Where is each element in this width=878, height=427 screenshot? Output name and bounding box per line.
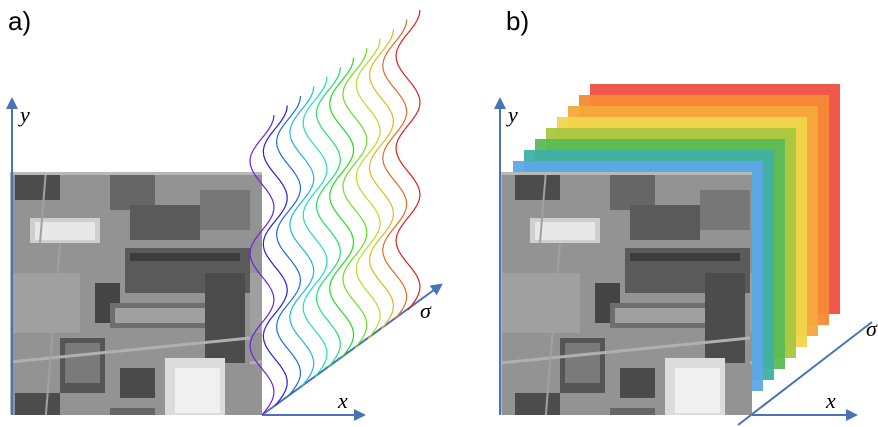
wave-profile	[302, 76, 328, 378]
wave-profile	[275, 95, 302, 397]
sigma-axis-label-b: σ	[866, 316, 878, 341]
sigma-axis-b	[737, 321, 873, 426]
panel-b: b) y x σ	[494, 6, 878, 426]
wave-profile	[262, 105, 288, 406]
sigma-axis-label-a: σ	[420, 298, 432, 323]
y-axis-label-a: y	[18, 102, 30, 127]
x-axis-label-a: x	[337, 388, 348, 413]
y-axis-label-b: y	[506, 102, 518, 127]
wave-profile	[249, 114, 275, 416]
wave-profile	[382, 19, 408, 320]
aerial-photo-icon	[12, 175, 262, 415]
wave-profile	[395, 9, 421, 311]
panel-a-label: a)	[8, 6, 31, 36]
panel-b-label: b)	[506, 6, 529, 36]
wave-profile	[289, 86, 315, 387]
wave-profile	[368, 29, 395, 330]
wave-profile	[355, 38, 381, 339]
scale-space-profiles	[249, 9, 421, 416]
wave-profile	[342, 48, 368, 349]
wave-profile	[315, 67, 342, 368]
aerial-photo-icon-b	[502, 175, 752, 415]
wave-profile	[329, 57, 355, 359]
x-axis-label-b: x	[825, 388, 836, 413]
panel-a: a) y x σ	[6, 6, 443, 421]
